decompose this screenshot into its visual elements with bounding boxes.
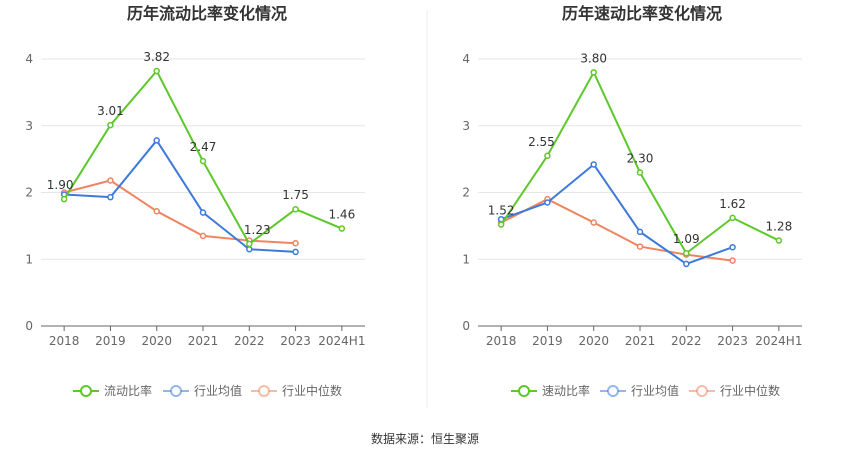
y-tick-label: 3 — [462, 119, 470, 133]
data-point — [729, 214, 736, 222]
y-tick-label: 2 — [462, 186, 470, 200]
data-point — [636, 243, 644, 250]
data-point — [199, 232, 207, 240]
data-point — [246, 240, 253, 248]
data-point — [683, 260, 690, 268]
series-line — [64, 139, 296, 253]
data-point — [107, 177, 114, 184]
data-label: 3.82 — [143, 50, 170, 64]
data-point — [60, 195, 68, 203]
data-label: 2.55 — [528, 135, 555, 149]
data-point — [590, 161, 597, 168]
data-point — [544, 199, 551, 206]
legend-marker-circle — [607, 385, 619, 397]
legend-marker-circle — [80, 385, 92, 397]
data-point — [199, 157, 207, 165]
x-tick-label: 2018 — [49, 334, 80, 348]
legend-marker-circle — [518, 385, 530, 397]
x-tick-label: 2022 — [234, 334, 265, 348]
data-label: 1.62 — [719, 197, 746, 211]
data-point — [590, 219, 597, 226]
data-point — [107, 193, 114, 201]
data-point — [153, 207, 160, 215]
series-line — [63, 179, 296, 245]
legend-label: 行业均值 — [194, 383, 242, 398]
data-point — [153, 137, 160, 144]
data-point — [775, 237, 783, 244]
series-line — [500, 198, 733, 262]
data-point — [636, 228, 644, 236]
data-label: 2.47 — [190, 140, 217, 154]
y-tick-label: 4 — [462, 52, 470, 66]
y-tick-label: 3 — [25, 119, 33, 133]
legend-marker-circle — [170, 385, 182, 397]
data-label: 1.75 — [282, 188, 309, 202]
data-label: 1.90 — [47, 178, 74, 192]
data-point — [246, 245, 253, 253]
data-point — [544, 152, 551, 160]
series-line — [63, 70, 343, 245]
x-tick-label: 2024H1 — [318, 334, 365, 348]
legend-label: 行业中位数 — [282, 383, 342, 398]
x-tick-label: 2021 — [188, 334, 219, 348]
data-point — [338, 225, 346, 232]
x-tick-label: 2024H1 — [755, 334, 802, 348]
series-line — [500, 163, 733, 265]
data-point — [107, 121, 114, 129]
data-label: 1.09 — [673, 232, 700, 246]
x-tick-label: 2019 — [95, 334, 126, 348]
data-point — [497, 221, 505, 228]
data-point — [729, 243, 736, 251]
x-tick-label: 2021 — [625, 334, 656, 348]
data-label: 3.80 — [580, 51, 607, 65]
x-tick-label: 2020 — [141, 334, 172, 348]
x-tick-label: 2022 — [671, 334, 702, 348]
data-point — [153, 67, 160, 75]
data-label: 1.46 — [328, 208, 355, 222]
chart-panel-2: 历年速动比率变化情况 0 1 2 3 4 2018 2019 2020 2021 2022 2023 2… — [462, 4, 802, 398]
data-label: 2.30 — [627, 151, 654, 165]
chart-title: 历年速动比率变化情况 — [562, 4, 722, 23]
data-point — [292, 205, 299, 213]
data-point — [729, 257, 736, 264]
x-tick-label: 2019 — [532, 334, 563, 348]
legend-marker-circle — [258, 385, 270, 397]
y-tick-label: 0 — [462, 319, 470, 333]
y-tick-label: 1 — [25, 252, 33, 266]
chart-title: 历年流动比率变化情况 — [127, 4, 287, 23]
data-point — [292, 239, 299, 247]
legend-label: 速动比率 — [542, 383, 590, 398]
data-label: 1.23 — [244, 223, 271, 237]
x-tick-label: 2023 — [280, 334, 311, 348]
x-tick-label: 2018 — [486, 334, 517, 348]
legend-label: 行业均值 — [631, 383, 679, 398]
y-tick-label: 0 — [25, 319, 33, 333]
legend-label: 行业中位数 — [720, 383, 780, 398]
y-tick-label: 2 — [25, 186, 33, 200]
data-label: 1.52 — [488, 204, 515, 218]
legend-label: 流动比率 — [104, 383, 152, 398]
data-point — [199, 209, 207, 216]
y-tick-label: 4 — [25, 52, 33, 66]
data-point — [292, 248, 299, 256]
legend-marker-circle — [696, 385, 708, 397]
x-tick-label: 2020 — [578, 334, 609, 348]
y-tick-label: 1 — [462, 252, 470, 266]
data-point — [636, 169, 644, 176]
data-point — [590, 69, 597, 76]
x-tick-label: 2023 — [717, 334, 748, 348]
data-label: 3.01 — [97, 104, 124, 118]
data-point — [683, 249, 690, 257]
data-source-label: 数据来源：恒生聚源 — [371, 431, 479, 446]
data-label: 1.28 — [765, 220, 792, 234]
chart-panel-1: 历年流动比率变化情况 0 1 2 3 4 2018 2019 2020 2021 2022 2023 2… — [25, 4, 365, 398]
